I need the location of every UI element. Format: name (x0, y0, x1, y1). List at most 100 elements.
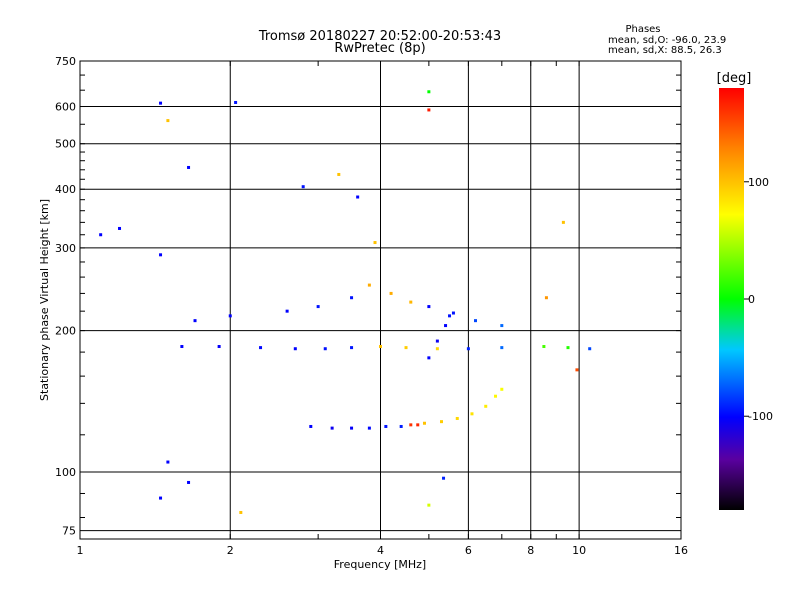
data-point (228, 314, 232, 318)
data-point (448, 314, 452, 318)
data-point (404, 346, 408, 350)
data-point (166, 460, 170, 464)
data-point (500, 346, 504, 350)
data-point (427, 305, 431, 309)
data-point (588, 347, 592, 351)
y-tick-labels: 75 100 200 300 400 500 600 750 (55, 55, 76, 538)
data-point (187, 165, 191, 169)
data-point (259, 346, 263, 350)
data-point (301, 185, 305, 189)
chart-subtitle: RwPretec (8p) (334, 41, 425, 56)
data-point (159, 101, 163, 105)
data-point (399, 424, 403, 428)
data-point (561, 220, 565, 224)
data-point (427, 108, 431, 112)
data-points (99, 90, 592, 514)
phase-stats-o: mean, sd,O: -96.0, 23.9 (608, 35, 726, 46)
y-tick-label: 300 (55, 242, 76, 255)
data-point (99, 233, 103, 237)
y-tick-label: 750 (55, 55, 76, 68)
colorbar-ticks: 100 0 -100 (744, 176, 773, 423)
x-tick-label: 2 (227, 544, 234, 557)
data-point (470, 412, 474, 416)
data-point (330, 426, 334, 430)
data-point (409, 300, 413, 304)
data-point (566, 346, 570, 350)
x-tick-label: 8 (527, 544, 534, 557)
data-point (217, 345, 221, 349)
x-tick-label: 10 (572, 544, 586, 557)
data-point (444, 324, 448, 328)
y-tick-label: 500 (55, 138, 76, 151)
data-point (442, 476, 446, 480)
data-point (435, 347, 439, 351)
data-point (409, 423, 413, 427)
data-point (239, 510, 243, 514)
data-point (389, 291, 393, 295)
data-point (455, 416, 459, 420)
colorbar-tick-label: 100 (748, 176, 769, 189)
chart-title: Tromsø 20180227 20:52:00-20:53:43 (258, 29, 501, 44)
data-point (350, 426, 354, 430)
y-tick-label: 600 (55, 101, 76, 114)
colorbar-tick-label: 0 (748, 293, 755, 306)
data-point (542, 345, 546, 349)
data-point (416, 423, 420, 427)
y-tick-label: 100 (55, 466, 76, 479)
data-point (544, 296, 548, 300)
data-point (494, 394, 498, 398)
data-point (367, 283, 371, 287)
x-tick-label: 16 (674, 544, 688, 557)
data-point (367, 426, 371, 430)
data-point (159, 496, 163, 500)
grid-lines (80, 60, 681, 539)
data-point (484, 404, 488, 408)
y-axis-label: Stationary phase Virtual Height [km] (38, 199, 51, 401)
data-point (451, 311, 455, 315)
data-point (427, 503, 431, 507)
phase-stats-title: Phases (625, 24, 660, 35)
data-point (427, 356, 431, 360)
data-point (159, 253, 163, 257)
data-point (422, 421, 426, 425)
x-tick-label: 6 (465, 544, 472, 557)
data-point (323, 347, 327, 351)
x-tick-label: 1 (77, 544, 84, 557)
colorbar-tick-label: -100 (748, 410, 773, 423)
y-tick-label: 75 (62, 525, 76, 538)
data-point (440, 420, 444, 424)
data-point (435, 339, 439, 343)
data-point (379, 345, 382, 349)
y-tick-label: 200 (55, 325, 76, 338)
phase-stats-x: mean, sd,X: 88.5, 26.3 (608, 45, 722, 56)
data-point (473, 319, 477, 323)
data-point (427, 90, 431, 94)
axis-ticks (80, 61, 681, 539)
data-point (166, 119, 170, 123)
data-point (350, 346, 354, 350)
data-point (118, 226, 122, 230)
data-point (193, 319, 197, 323)
y-tick-label: 400 (55, 183, 76, 196)
data-point (293, 347, 297, 351)
data-point (285, 309, 289, 313)
data-point (187, 480, 191, 484)
data-point (373, 241, 377, 245)
data-point (500, 387, 504, 391)
data-point (356, 195, 360, 199)
x-tick-labels: 1 2 4 6 8 10 16 (77, 544, 689, 557)
data-point (466, 347, 470, 351)
data-point (575, 368, 579, 372)
data-point (234, 100, 238, 104)
data-point (500, 324, 504, 328)
data-point (337, 172, 341, 176)
x-axis-label: Frequency [MHz] (334, 558, 426, 571)
data-point (309, 424, 313, 428)
x-tick-label: 4 (377, 544, 384, 557)
colorbar (719, 88, 744, 510)
data-point (180, 345, 184, 349)
data-point (384, 424, 388, 428)
data-point (350, 296, 354, 300)
data-point (316, 305, 320, 309)
